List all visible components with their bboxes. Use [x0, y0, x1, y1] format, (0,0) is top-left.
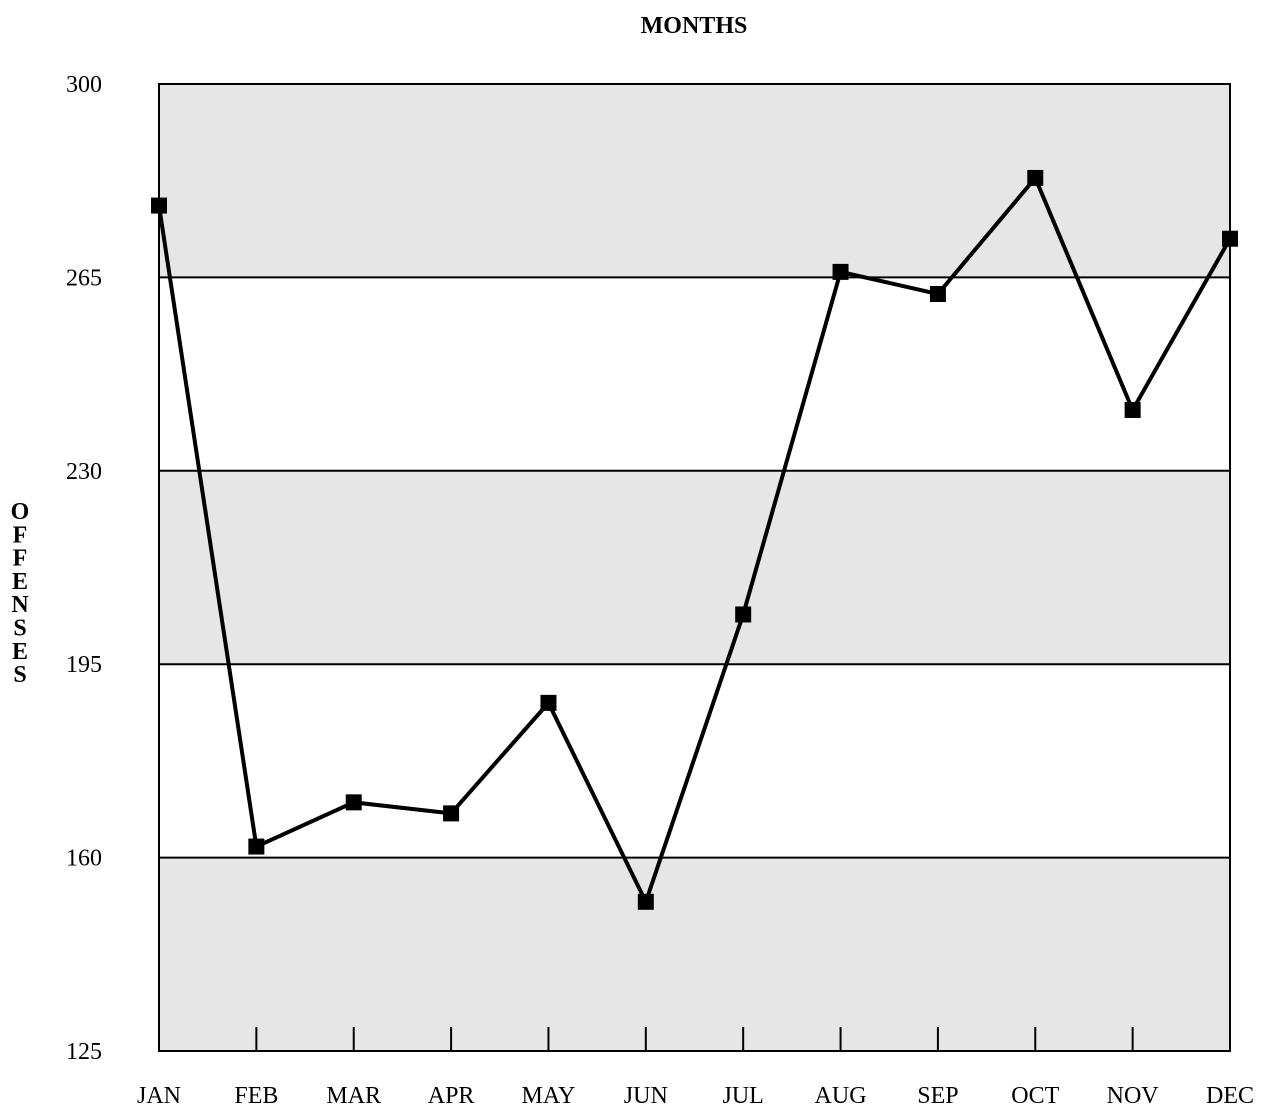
x-tick-labels: JAN FEB MAR APR MAY JUN JUL AUG SEP OCT NOV DEC [137, 1083, 1254, 1109]
gridlines [159, 276, 1230, 859]
x-tick-label: SEP [917, 1083, 958, 1109]
y-tick-label: 300 [66, 72, 102, 98]
y-tick-labels: 125 160 195 230 265 300 [66, 72, 102, 1065]
plot-frame [158, 83, 1231, 1052]
plot-band [159, 470, 1230, 665]
data-point-marker [1222, 230, 1238, 247]
data-point-marker [637, 893, 654, 910]
plot-bands [159, 84, 1230, 1051]
data-point-marker [443, 805, 460, 822]
x-tick-label: APR [428, 1083, 475, 1109]
data-point-marker [151, 197, 167, 214]
data-point-marker [1124, 402, 1141, 419]
x-tick-label: AUG [815, 1083, 867, 1109]
data-point-marker [929, 285, 946, 302]
series-line [157, 174, 1232, 908]
chart-title: MONTHS [641, 13, 748, 39]
y-tick-label: 160 [66, 846, 102, 872]
data-point-marker [832, 263, 849, 280]
plot-band [159, 84, 1230, 278]
data-point-marker [540, 694, 557, 711]
data-point-marker [248, 838, 265, 855]
x-tick-label: MAR [326, 1083, 381, 1109]
series-markers [151, 169, 1238, 910]
data-point-marker [735, 606, 752, 623]
x-tick-label: JAN [137, 1083, 181, 1109]
x-ticks [255, 1027, 1134, 1051]
x-tick-label: DEC [1206, 1083, 1254, 1109]
plot-band [159, 277, 1230, 471]
data-point-marker [345, 794, 362, 811]
x-tick-label: FEB [234, 1083, 278, 1109]
y-tick-label: 230 [66, 459, 102, 485]
data-point-marker [1027, 169, 1044, 186]
y-tick-label: 195 [66, 652, 102, 678]
y-tick-label: 125 [66, 1039, 102, 1065]
x-tick-label: NOV [1107, 1083, 1160, 1109]
x-tick-label: JUN [624, 1083, 668, 1109]
plot-band [159, 857, 1230, 1051]
x-tick-label: JUL [723, 1083, 764, 1109]
x-tick-label: MAY [522, 1083, 576, 1109]
y-tick-label: 265 [66, 265, 102, 291]
x-tick-label: OCT [1011, 1083, 1059, 1109]
